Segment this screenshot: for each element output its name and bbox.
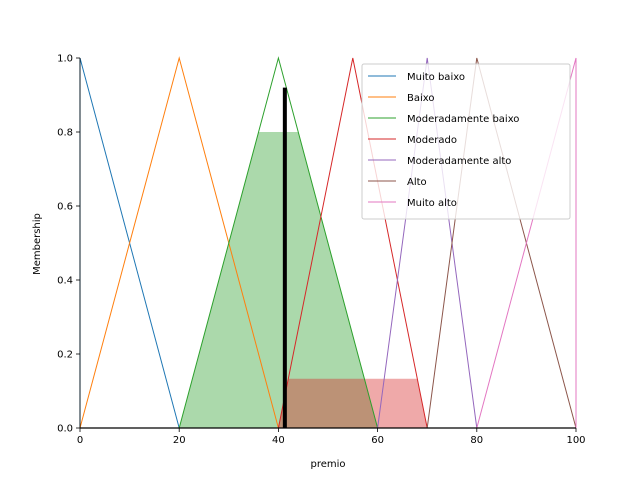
legend-label-muito-alto: Muito alto (407, 198, 457, 209)
legend-label-moderadamente-alto: Moderadamente alto (407, 156, 511, 167)
y-tick-label: 0.6 (57, 202, 73, 213)
legend-label-alto: Alto (407, 177, 427, 188)
y-tick-label: 0.0 (57, 424, 73, 435)
legend-label-baixo: Baixo (407, 93, 435, 104)
y-tick-label: 0.4 (57, 276, 73, 287)
series-line-baixo (79, 56, 279, 429)
fills-layer (179, 132, 428, 428)
x-tick-label: 100 (566, 435, 585, 446)
x-tick-label: 80 (470, 435, 483, 446)
legend-label-muito-baixo: Muito baixo (407, 72, 465, 83)
legend: Muito baixo Baixo Moderadamente baixo Moder… (361, 63, 571, 220)
fill-moderadamente-baixo (179, 132, 378, 428)
legend-label-moderado: Moderado (407, 135, 457, 146)
x-axis-label: premio (310, 459, 345, 470)
x-tick-label: 0 (77, 435, 83, 446)
axes-layer (79, 58, 576, 429)
y-tick-label: 1.0 (57, 54, 73, 65)
y-axis-label: Membership (32, 213, 43, 275)
series-line-moderadamente-baixo (178, 56, 379, 429)
x-tick-label: 40 (272, 435, 285, 446)
series-line-moderado (277, 57, 428, 429)
y-tick-label: 0.2 (57, 350, 73, 361)
series-line-moderadamente-alto (377, 57, 478, 429)
ticks-layer: 0 20 40 60 80 100 0.0 0.2 0.4 0.6 0.8 1.0 (57, 54, 585, 447)
fill-moderado (278, 378, 428, 428)
series-line-muito-alto (476, 57, 577, 429)
x-tick-label: 60 (371, 435, 384, 446)
legend-box (361, 63, 571, 220)
series-line-alto (426, 57, 577, 429)
x-tick-label: 20 (173, 435, 186, 446)
legend-label-moderadamente-baixo: Moderadamente baixo (407, 114, 519, 125)
y-tick-label: 0.8 (57, 128, 73, 139)
